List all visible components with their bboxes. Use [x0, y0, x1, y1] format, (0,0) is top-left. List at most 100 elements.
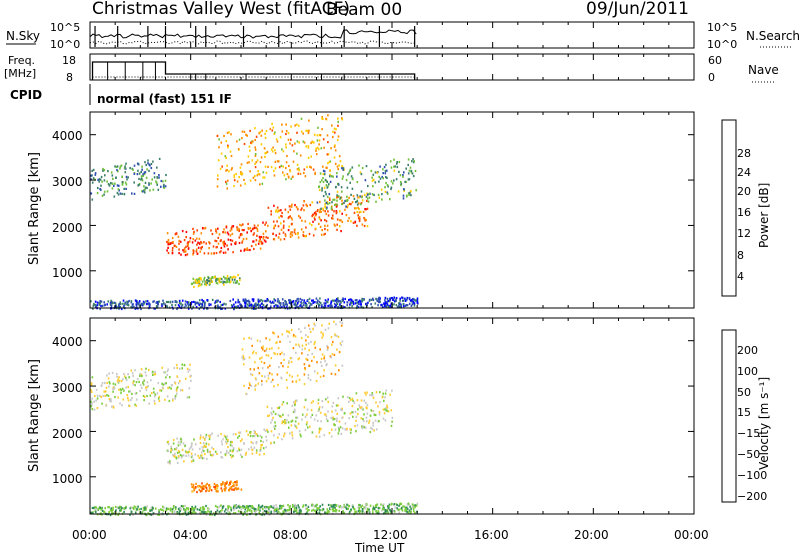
- velocity-cell: [225, 508, 227, 511]
- power-cell: [210, 277, 213, 280]
- power-cell: [307, 145, 310, 148]
- velocity-cell: [331, 405, 334, 408]
- power-cell: [242, 238, 245, 241]
- power-cell: [256, 159, 259, 162]
- power-cell: [164, 179, 167, 182]
- velocity-cell: [305, 423, 308, 426]
- power-cell: [121, 183, 124, 186]
- velocity-cell: [248, 382, 251, 385]
- velocity-cell: [106, 381, 108, 385]
- velocity-cell: [133, 505, 136, 508]
- vel-cbar-tick-15: 15: [737, 406, 751, 419]
- velocity-cell: [152, 370, 154, 373]
- power-cell: [142, 173, 144, 176]
- power-cell: [203, 276, 206, 279]
- power-cell: [317, 148, 320, 151]
- velocity-cell: [352, 411, 354, 414]
- power-cell: [92, 177, 95, 180]
- power-cell: [171, 249, 174, 252]
- velocity-cell: [246, 510, 248, 513]
- power-cell: [351, 305, 353, 308]
- velocity-cell: [214, 486, 216, 489]
- power-cell: [148, 169, 150, 172]
- power-cell: [297, 306, 299, 309]
- power-cell: [363, 298, 365, 301]
- velocity-cell: [186, 396, 189, 399]
- power-cell: [243, 130, 246, 133]
- power-cell: [224, 251, 227, 254]
- power-cell: [260, 134, 263, 137]
- velocity-cell: [278, 406, 280, 409]
- power-cell: [312, 168, 315, 171]
- velocity-cell: [294, 505, 297, 508]
- power-cell: [206, 299, 208, 302]
- velocity-cell: [243, 512, 245, 515]
- velocity-cell: [231, 444, 233, 447]
- velocity-cell: [249, 383, 251, 386]
- velocity-cell: [242, 363, 245, 366]
- power-cell: [163, 183, 165, 186]
- power-cell: [172, 241, 174, 244]
- noise-sky-trace: [89, 29, 417, 39]
- power-cell: [292, 300, 294, 304]
- power-cell: [292, 175, 294, 178]
- power-cell: [220, 246, 223, 250]
- power-cell: [412, 301, 415, 304]
- velocity-cell: [257, 508, 259, 511]
- power-cell: [285, 146, 287, 149]
- velocity-cell: [232, 454, 234, 458]
- velocity-cell: [201, 489, 203, 492]
- velocity-cell: [257, 366, 259, 370]
- velocity-cell: [335, 510, 337, 513]
- velocity-cell: [330, 416, 333, 420]
- power-cell: [167, 238, 170, 242]
- power-cell: [101, 180, 103, 183]
- power-cell: [167, 243, 169, 246]
- velocity-cell: [291, 431, 293, 434]
- power-cell: [329, 198, 331, 201]
- power-cell: [201, 303, 203, 306]
- velocity-cell: [333, 423, 335, 426]
- power-cell: [332, 217, 334, 220]
- velocity-cell: [198, 511, 201, 514]
- velocity-cell: [406, 510, 408, 514]
- power-cell: [329, 180, 332, 183]
- power-cell: [130, 300, 133, 303]
- power-cell: [337, 138, 339, 142]
- velocity-cell: [389, 508, 391, 512]
- velocity-cell: [333, 320, 335, 323]
- power-cell: [301, 302, 303, 305]
- velocity-cell: [95, 510, 97, 514]
- power-cell: [377, 298, 380, 301]
- power-cell: [114, 302, 117, 305]
- power-cell: [356, 301, 358, 304]
- velocity-cell: [112, 386, 115, 389]
- power-cell: [125, 175, 128, 178]
- velocity-cell: [265, 505, 267, 508]
- power-cell: [345, 205, 347, 208]
- power-cell: [236, 280, 238, 283]
- velocity-cell: [206, 448, 209, 451]
- velocity-cell: [298, 513, 300, 516]
- power-cell: [152, 160, 154, 163]
- velocity-cell: [352, 399, 354, 402]
- velocity-cell: [324, 328, 327, 331]
- velocity-cell: [117, 378, 119, 381]
- power-cell: [161, 304, 163, 307]
- power-cell: [140, 178, 142, 181]
- velocity-cell: [357, 413, 359, 416]
- velocity-cell: [402, 505, 404, 508]
- power-cell: [255, 239, 258, 242]
- velocity-cell: [263, 349, 266, 353]
- power-cell: [198, 280, 201, 283]
- power-cell: [214, 305, 216, 308]
- power-cell: [388, 300, 391, 303]
- power-cell: [378, 196, 381, 199]
- power-cell: [269, 300, 271, 303]
- velocity-cell: [251, 344, 253, 347]
- velocity-cell: [223, 434, 226, 437]
- velocity-cell: [175, 446, 178, 450]
- velocity-cell: [198, 456, 201, 459]
- velocity-cell: [289, 357, 292, 360]
- velocity-cell: [273, 441, 275, 444]
